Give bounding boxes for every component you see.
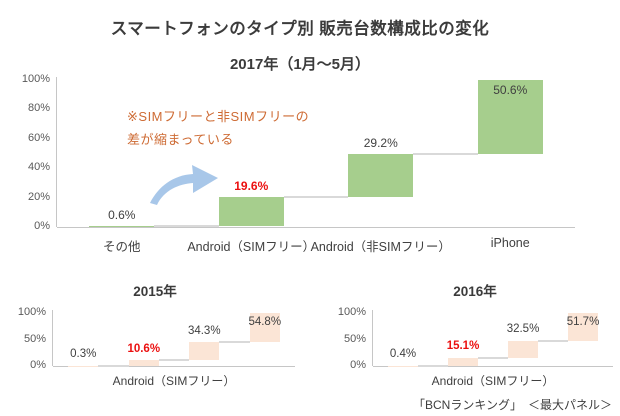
value-label: 0.4% bbox=[389, 348, 417, 361]
connector-line bbox=[154, 225, 219, 228]
y-axis-line bbox=[372, 310, 373, 366]
connector-line bbox=[219, 341, 250, 344]
x-category-label: iPhone bbox=[490, 236, 530, 250]
connector-line bbox=[158, 359, 190, 362]
chart-2015-title: 2015年 bbox=[133, 284, 177, 299]
value-label: 32.5% bbox=[506, 323, 540, 336]
bar-2015-3 bbox=[249, 313, 280, 343]
bar-2017-1 bbox=[218, 197, 284, 227]
bar-2016-2 bbox=[508, 340, 538, 358]
chart-2016-title: 2016年 bbox=[453, 284, 497, 299]
value-label: 54.8% bbox=[248, 316, 282, 328]
value-label: 29.2% bbox=[363, 136, 398, 151]
bar-2017-2 bbox=[348, 154, 414, 198]
y-tick-label: 20% bbox=[27, 190, 50, 203]
y-axis-line bbox=[52, 310, 53, 366]
y-tick-label: 100% bbox=[337, 306, 366, 318]
x-axis-label: Android（SIMフリー） bbox=[431, 374, 555, 388]
value-label: 10.6% bbox=[127, 342, 161, 355]
value-label: 50.6% bbox=[493, 83, 528, 97]
annotation-line2: 差が縮まっている bbox=[127, 132, 234, 147]
value-label: 0.6% bbox=[108, 208, 136, 223]
y-tick-label: 50% bbox=[343, 332, 366, 345]
x-category-label: Android（SIMフリー） bbox=[187, 240, 316, 254]
bar-2017-0 bbox=[89, 226, 155, 228]
y-axis-line bbox=[56, 77, 57, 227]
connector-line bbox=[283, 196, 349, 199]
connector-line bbox=[413, 153, 478, 156]
bar-2016-0 bbox=[388, 365, 418, 367]
connector-line bbox=[538, 339, 568, 342]
y-tick-label: 50% bbox=[23, 332, 46, 345]
value-label: 34.3% bbox=[187, 324, 221, 337]
x-category-label: Android（非SIMフリー） bbox=[310, 240, 451, 254]
page-title: スマートフォンのタイプ別 販売台数構成比の変化 bbox=[110, 20, 490, 38]
bar-2016-3 bbox=[568, 313, 598, 341]
curved-arrow-icon bbox=[150, 165, 218, 205]
bar-2015-1 bbox=[128, 360, 159, 366]
y-tick-label: 100% bbox=[21, 73, 50, 85]
source-note: 「BCNランキング」 ＜最大パネル＞ bbox=[413, 398, 612, 412]
x-axis-line bbox=[57, 227, 575, 228]
connector-line bbox=[98, 364, 129, 367]
annotation-line1: ※SIMフリーと非SIMフリーの bbox=[127, 109, 310, 124]
y-tick-label: 80% bbox=[27, 102, 50, 115]
connector-line bbox=[418, 364, 448, 367]
value-label: 0.3% bbox=[70, 348, 97, 361]
y-tick-label: 60% bbox=[27, 131, 50, 144]
value-label: 51.7% bbox=[566, 316, 600, 329]
bar-2015-0 bbox=[68, 365, 99, 367]
x-category-label: その他 bbox=[102, 240, 141, 254]
bar-2016-1 bbox=[448, 357, 478, 366]
bar-2017-3 bbox=[477, 80, 543, 155]
y-tick-label: 0% bbox=[350, 359, 366, 371]
y-tick-label: 100% bbox=[17, 306, 46, 318]
x-axis-line bbox=[373, 366, 613, 367]
y-tick-label: 0% bbox=[30, 359, 46, 371]
bar-2015-2 bbox=[189, 342, 220, 361]
annotation-note: ※SIMフリーと非SIMフリーの 差が縮まっている bbox=[127, 105, 337, 151]
x-axis-line bbox=[53, 366, 295, 367]
chart-2017-title: 2017年（1月〜5月） bbox=[229, 56, 371, 73]
value-label: 19.6% bbox=[234, 179, 269, 194]
connector-line bbox=[478, 356, 508, 359]
y-tick-label: 40% bbox=[27, 161, 50, 174]
value-label: 15.1% bbox=[446, 340, 480, 353]
y-tick-label: 0% bbox=[34, 220, 50, 232]
x-axis-label: Android（SIMフリー） bbox=[112, 374, 236, 388]
